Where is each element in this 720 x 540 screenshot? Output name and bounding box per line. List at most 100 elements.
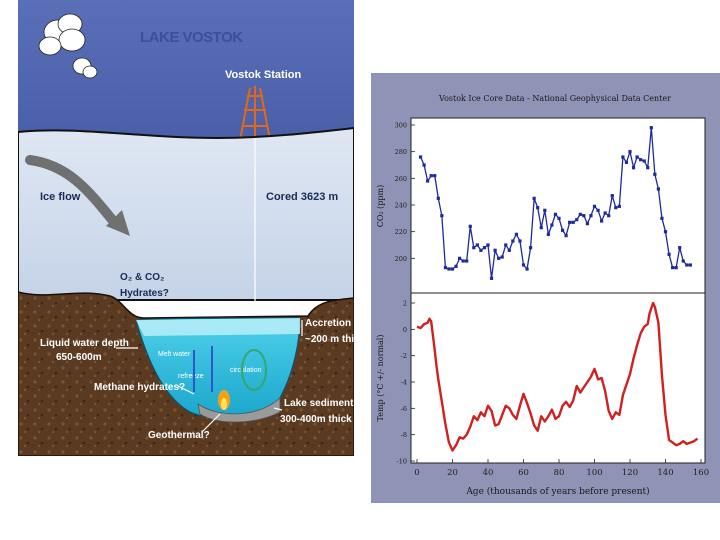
temp-tick-label: -4	[401, 379, 407, 387]
hydrates-label-2: Hydrates?	[120, 288, 169, 299]
co2-point	[458, 256, 462, 260]
ice-flow-arrowhead	[106, 210, 130, 236]
chart-title: Vostok Ice Core Data - National Geophysi…	[438, 94, 671, 103]
co2-point	[603, 211, 607, 215]
temp-axis-label: Temp (°C +/- normal)	[376, 335, 385, 422]
co2-point	[550, 223, 554, 227]
ice-sheet	[18, 126, 354, 301]
liquid-water-label-1: Liquid water depth	[40, 338, 129, 349]
temp-tick-label: -8	[401, 431, 407, 439]
co2-point	[514, 232, 518, 236]
co2-point	[642, 159, 646, 163]
co2-point	[585, 222, 589, 226]
lake-vostok-diagram: LAKE VOSTOK Vostok Station Ice flow Core…	[18, 0, 354, 456]
temp-tick-label: 0	[403, 326, 407, 334]
x-tick-label: 140	[657, 468, 673, 478]
temp-tick-label: -10	[397, 458, 407, 466]
cloud-icon	[38, 13, 86, 56]
co2-point	[529, 246, 533, 250]
x-tick-label: 120	[622, 468, 638, 478]
co2-point	[525, 267, 529, 271]
drilling-tower-icon	[239, 86, 271, 141]
co2-point	[575, 218, 579, 222]
ice-flow-arrow	[25, 155, 119, 227]
co2-point	[486, 243, 490, 247]
label-pointers	[116, 320, 303, 433]
co2-point	[628, 150, 632, 154]
co2-point	[671, 266, 675, 270]
co2-series-layer	[418, 126, 692, 280]
co2-point	[621, 155, 625, 159]
co2-point	[450, 267, 455, 271]
co2-point	[521, 263, 526, 267]
x-tick-label: 100	[586, 468, 602, 478]
co2-point	[489, 276, 494, 280]
ice-core-chart: Vostok Ice Core Data - National Geophysi…	[376, 94, 709, 497]
diagram-title: LAKE VOSTOK	[140, 29, 243, 46]
co2-point	[674, 266, 678, 270]
co2-point	[504, 243, 508, 247]
co2-point	[553, 212, 558, 216]
plot-background	[410, 117, 706, 464]
temp-line	[416, 301, 699, 452]
co2-point	[539, 226, 543, 230]
co2-point	[479, 248, 483, 252]
co2-point	[656, 187, 660, 191]
circulation-label: circulation	[230, 367, 262, 374]
geothermal-icon	[218, 390, 230, 410]
cored-label: Cored 3623 m	[266, 191, 338, 203]
x-tick-label: 80	[554, 468, 565, 478]
co2-tick-label: 300	[395, 122, 407, 130]
co2-point	[418, 155, 423, 159]
co2-point	[468, 224, 472, 228]
meltwater-label: Melt water	[158, 351, 191, 358]
co2-point	[546, 232, 550, 236]
x-tick-label: 20	[447, 468, 458, 478]
temp-series-layer	[416, 301, 699, 452]
co2-point	[422, 163, 426, 167]
co2-point	[500, 255, 504, 259]
co2-tick-label: 260	[395, 175, 407, 183]
co2-point	[681, 259, 685, 263]
co2-point	[426, 179, 430, 183]
co2-point	[440, 214, 444, 218]
co2-point	[532, 196, 536, 200]
temp-tick-label: -6	[401, 405, 407, 413]
co2-point	[688, 263, 692, 267]
co2-point	[557, 216, 561, 220]
co2-point	[678, 246, 682, 250]
hydrates-label-1: O₂ & CO₂	[120, 272, 164, 283]
co2-point	[475, 243, 479, 247]
co2-axis-label: CO₂ (ppm)	[376, 185, 385, 228]
co2-point	[511, 239, 515, 243]
co2-point	[518, 239, 522, 243]
co2-point	[596, 208, 600, 212]
station-label: Vostok Station	[225, 69, 301, 81]
co2-point	[582, 214, 586, 218]
co2-point	[564, 234, 568, 238]
co2-point	[589, 214, 593, 218]
co2-point	[600, 219, 604, 223]
co2-point	[639, 158, 643, 162]
sediments-label-2: 300-400m thick	[280, 414, 352, 425]
co2-point	[507, 248, 511, 252]
co2-point	[607, 214, 611, 218]
co2-point	[436, 196, 440, 200]
co2-point	[617, 204, 621, 208]
co2-point	[497, 256, 501, 260]
ice-core-chart-panel: Vostok Ice Core Data - National Geophysi…	[371, 73, 720, 503]
co2-point	[447, 267, 451, 271]
co2-point	[568, 220, 572, 224]
temp-tick-label: 2	[403, 300, 407, 308]
co2-tick-label: 220	[395, 228, 407, 236]
circulation-arrows	[193, 346, 267, 392]
x-axis-label: Age (thousands of years before present)	[465, 486, 649, 497]
co2-point	[482, 246, 487, 250]
x-tick-label: 0	[414, 468, 419, 478]
co2-point	[685, 263, 689, 267]
geothermal-label: Geothermal?	[148, 430, 210, 441]
co2-point	[614, 206, 618, 210]
co2-point	[571, 220, 575, 224]
accretion-label-2: ~200 m thick	[305, 334, 354, 345]
co2-point	[543, 208, 547, 212]
